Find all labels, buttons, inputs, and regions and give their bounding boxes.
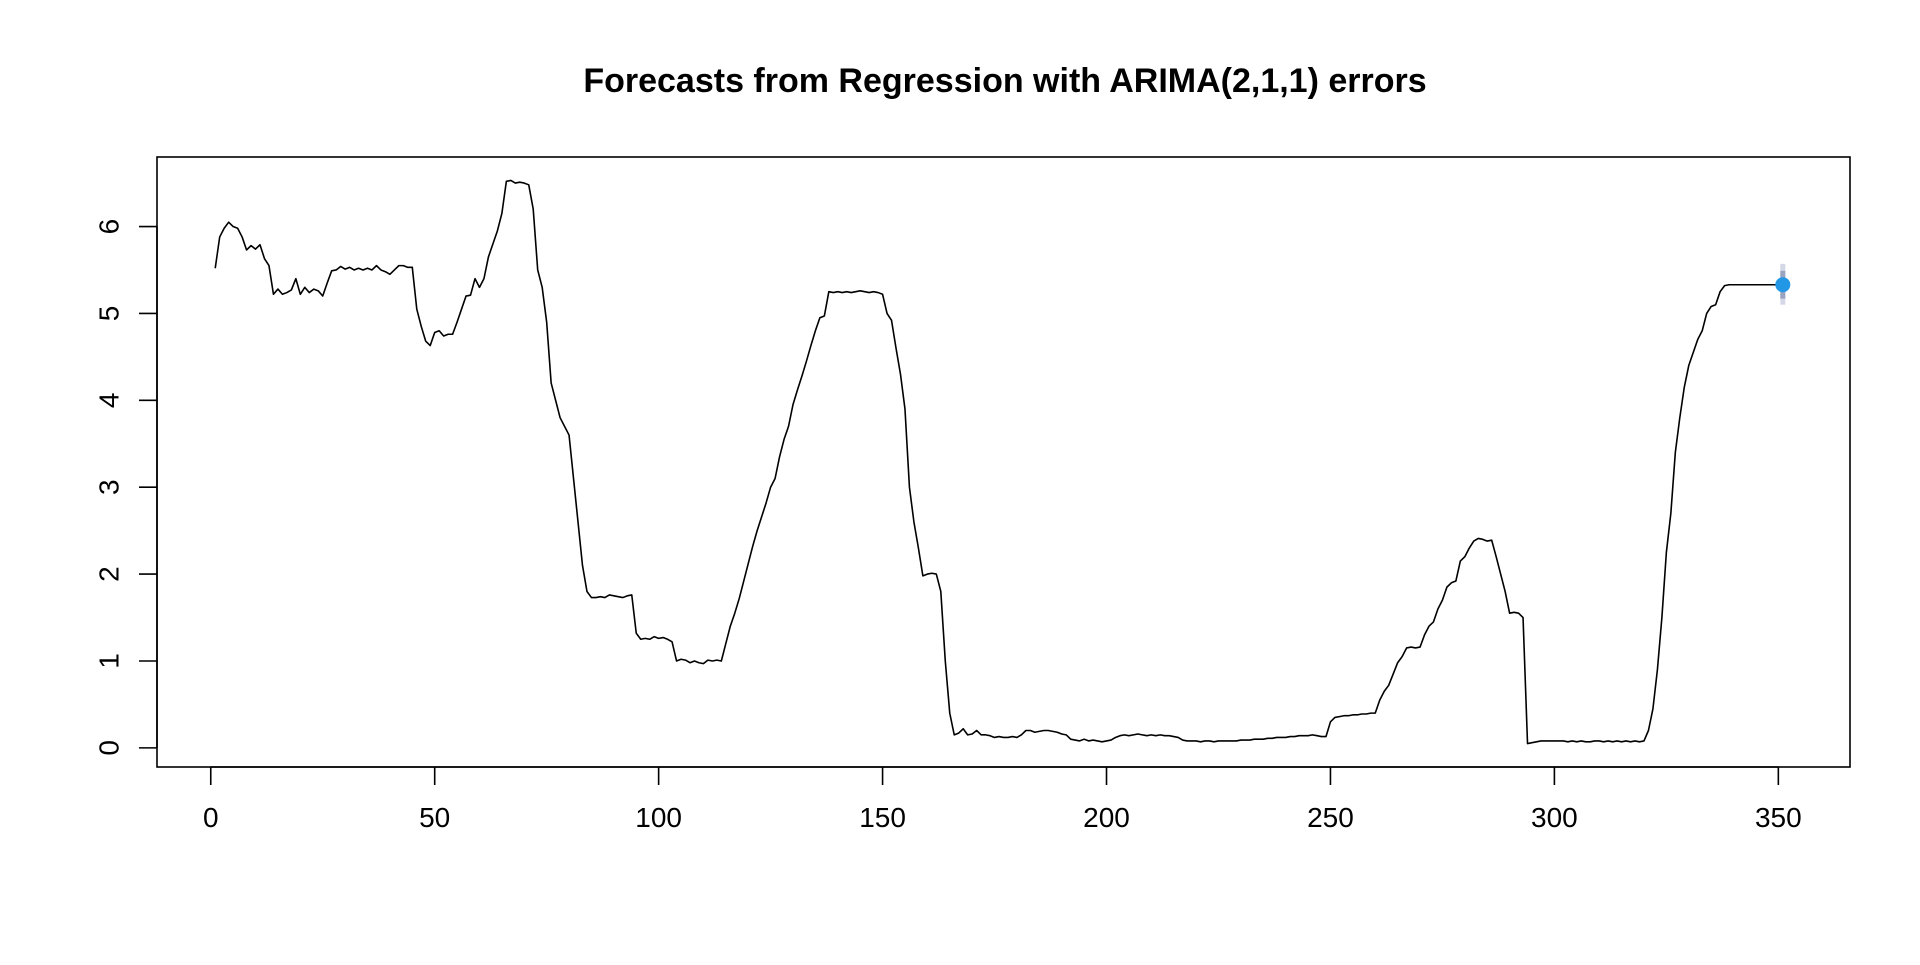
y-tick-label: 3 <box>94 479 125 495</box>
y-tick-label: 0 <box>94 740 125 756</box>
y-axis: 0 1 2 3 4 5 6 <box>94 219 158 756</box>
chart-title: Forecasts from Regression with ARIMA(2,1… <box>583 62 1426 100</box>
plot-frame <box>156 156 1851 768</box>
plot-area <box>214 179 1791 745</box>
y-tick-label: 5 <box>94 306 125 322</box>
x-tick-label: 300 <box>1531 802 1578 833</box>
x-tick-label: 0 <box>203 802 219 833</box>
y-tick-label: 4 <box>94 393 125 409</box>
observed-series-line <box>214 179 1779 745</box>
x-tick-label: 50 <box>419 802 450 833</box>
forecast-point <box>1775 277 1791 293</box>
x-tick-label: 100 <box>635 802 682 833</box>
x-axis: 0 50 100 150 200 250 300 350 <box>203 766 1802 833</box>
y-tick-label: 1 <box>94 653 125 669</box>
x-tick-label: 350 <box>1755 802 1802 833</box>
x-tick-label: 250 <box>1307 802 1354 833</box>
y-tick-label: 2 <box>94 566 125 582</box>
y-tick-label: 6 <box>94 219 125 235</box>
x-tick-label: 150 <box>859 802 906 833</box>
x-tick-label: 200 <box>1083 802 1130 833</box>
